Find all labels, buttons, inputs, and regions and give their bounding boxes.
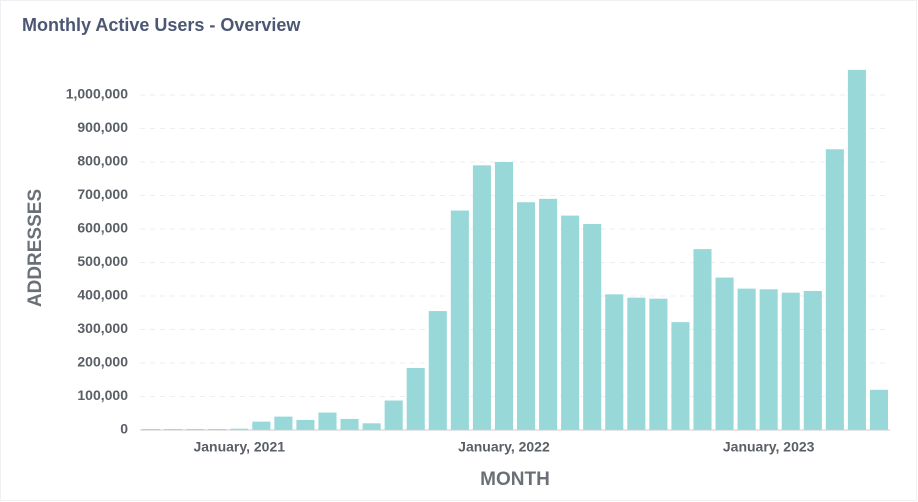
y-tick-label: 1,000,000 [66,86,128,102]
bar [318,412,337,430]
bar [296,419,315,430]
bar [384,400,403,430]
x-tick-label: January, 2021 [193,439,285,455]
bar [561,215,580,430]
bar [539,198,558,430]
bar [847,69,866,430]
bar [627,297,646,430]
bar [516,202,536,430]
bar [759,289,778,430]
x-tick-label: January, 2022 [458,439,550,455]
y-tick-label: 900,000 [77,119,128,135]
x-tick-label: January, 2023 [723,439,815,455]
y-tick-label: 400,000 [77,287,128,303]
bar [164,428,183,430]
y-axis-title: ADDRESSES [25,189,46,307]
bar [252,421,271,430]
y-tick-label: 100,000 [77,387,128,403]
bar [186,428,205,430]
bar [825,149,844,430]
chart-title: Monthly Active Users - Overview [22,15,301,35]
bar [583,223,602,430]
y-tick-label: 0 [120,421,128,437]
bar [141,428,161,430]
bar [693,249,712,430]
y-tick-label: 600,000 [77,220,128,236]
bar [737,288,756,430]
y-tick-label: 500,000 [77,253,128,269]
bar [450,210,469,430]
bar [671,322,690,430]
y-tick-label: 800,000 [77,153,128,169]
bar [649,298,668,430]
bar [230,428,249,430]
bar [803,290,822,430]
bar [208,428,227,430]
bar [869,389,889,430]
bar [274,416,293,430]
y-tick-label: 300,000 [77,320,128,336]
bar [340,418,359,430]
bar [781,292,800,430]
bar [362,423,381,430]
bar [406,368,425,430]
bar [428,311,447,430]
bar [494,162,514,430]
x-axis-title: MONTH [480,469,550,490]
y-tick-label: 200,000 [77,354,128,370]
y-tick-label: 700,000 [77,186,128,202]
bar [715,277,734,430]
bar [472,165,491,430]
bar [605,294,624,430]
